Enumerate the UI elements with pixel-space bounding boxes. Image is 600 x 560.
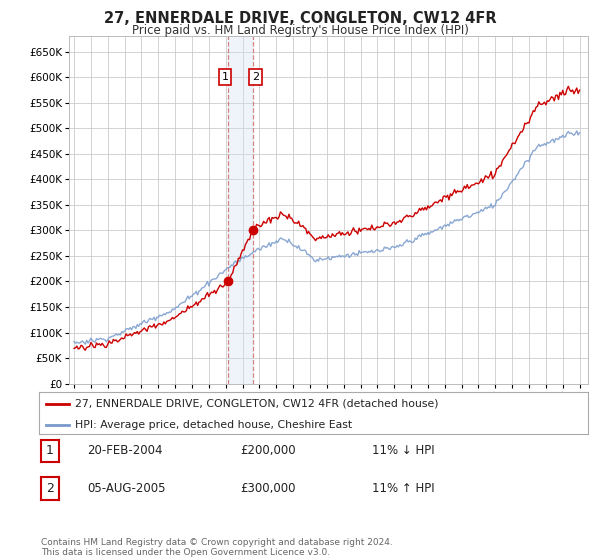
Bar [228,36,253,384]
Text: 11% ↓ HPI: 11% ↓ HPI [372,444,434,458]
Text: 2: 2 [46,482,54,495]
Text: HPI: Average price, detached house, Cheshire East: HPI: Average price, detached house, Ches… [74,420,352,430]
Text: 1: 1 [222,72,229,82]
Text: 20-FEB-2004: 20-FEB-2004 [87,444,163,458]
Text: 11% ↑ HPI: 11% ↑ HPI [372,482,434,495]
Text: 27, ENNERDALE DRIVE, CONGLETON, CW12 4FR: 27, ENNERDALE DRIVE, CONGLETON, CW12 4FR [104,11,496,26]
Text: 05-AUG-2005: 05-AUG-2005 [87,482,166,495]
Text: Price paid vs. HM Land Registry's House Price Index (HPI): Price paid vs. HM Land Registry's House … [131,24,469,36]
Text: £200,000: £200,000 [240,444,296,458]
Text: 2: 2 [252,72,259,82]
Text: £300,000: £300,000 [240,482,296,495]
Text: 1: 1 [46,444,54,458]
Text: 27, ENNERDALE DRIVE, CONGLETON, CW12 4FR (detached house): 27, ENNERDALE DRIVE, CONGLETON, CW12 4FR… [74,399,438,409]
Text: Contains HM Land Registry data © Crown copyright and database right 2024.
This d: Contains HM Land Registry data © Crown c… [41,538,392,557]
